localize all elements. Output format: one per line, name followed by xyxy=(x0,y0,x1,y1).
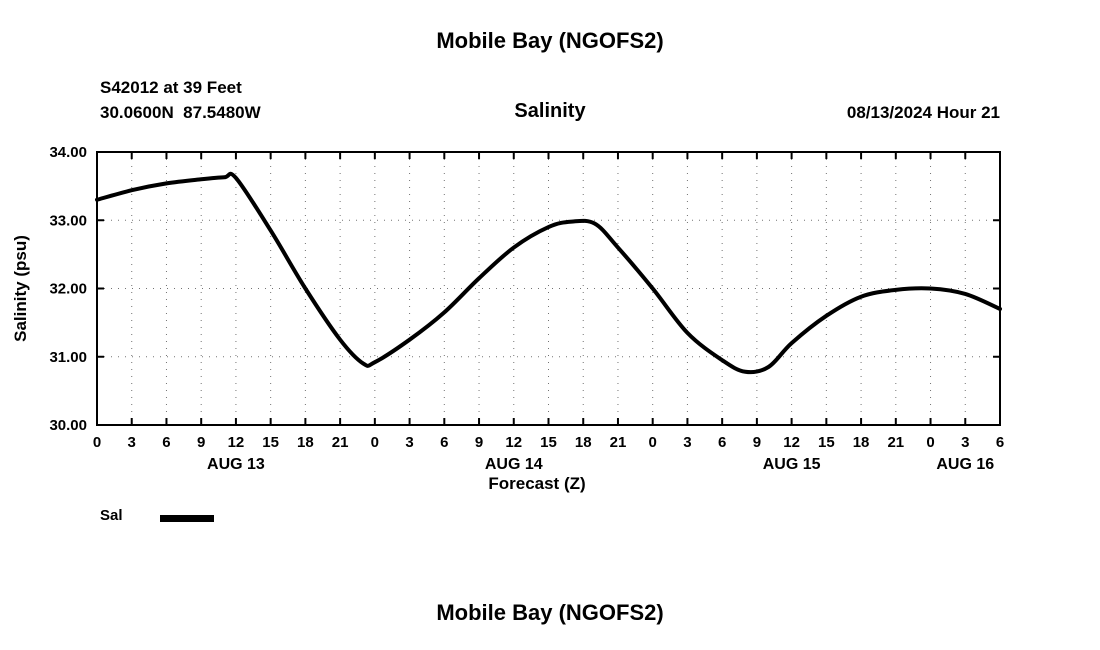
legend-label: Sal xyxy=(100,507,123,524)
svg-text:15: 15 xyxy=(818,434,835,451)
page-title: Mobile Bay (NGOFS2) xyxy=(436,28,664,53)
svg-text:0: 0 xyxy=(926,434,934,451)
forecast-datetime: 08/13/2024 Hour 21 xyxy=(846,103,1000,122)
svg-text:18: 18 xyxy=(853,434,870,451)
svg-text:21: 21 xyxy=(887,434,904,451)
svg-text:0: 0 xyxy=(649,434,657,451)
svg-text:Salinity (psu): Salinity (psu) xyxy=(11,235,30,342)
next-chart-title: Mobile Bay (NGOFS2) xyxy=(436,600,664,625)
svg-text:6: 6 xyxy=(718,434,726,451)
svg-text:18: 18 xyxy=(575,434,592,451)
svg-text:6: 6 xyxy=(162,434,170,451)
svg-text:12: 12 xyxy=(228,434,245,451)
svg-text:9: 9 xyxy=(197,434,205,451)
station-coordinates: 30.0600N 87.5480W xyxy=(100,103,261,122)
svg-text:3: 3 xyxy=(405,434,413,451)
svg-text:31.00: 31.00 xyxy=(49,349,87,366)
station-label: S42012 at 39 Feet xyxy=(100,78,242,97)
svg-text:30.00: 30.00 xyxy=(49,417,87,434)
svg-text:0: 0 xyxy=(371,434,379,451)
svg-text:32.00: 32.00 xyxy=(49,281,87,298)
svg-text:9: 9 xyxy=(475,434,483,451)
svg-text:AUG 16: AUG 16 xyxy=(936,456,994,473)
svg-text:15: 15 xyxy=(262,434,279,451)
x-axis-title: Forecast (Z) xyxy=(488,474,586,493)
chart-subtitle: Salinity xyxy=(514,100,586,122)
svg-text:12: 12 xyxy=(783,434,800,451)
svg-text:6: 6 xyxy=(996,434,1004,451)
svg-text:3: 3 xyxy=(961,434,969,451)
svg-text:3: 3 xyxy=(128,434,136,451)
svg-text:21: 21 xyxy=(332,434,349,451)
svg-text:0: 0 xyxy=(93,434,101,451)
svg-text:AUG 14: AUG 14 xyxy=(485,456,543,473)
svg-text:AUG 13: AUG 13 xyxy=(207,456,265,473)
svg-text:15: 15 xyxy=(540,434,557,451)
svg-text:3: 3 xyxy=(683,434,691,451)
legend-line-swatch xyxy=(160,515,214,522)
svg-text:AUG 15: AUG 15 xyxy=(763,456,821,473)
svg-text:12: 12 xyxy=(505,434,522,451)
svg-text:18: 18 xyxy=(297,434,314,451)
svg-text:21: 21 xyxy=(610,434,627,451)
svg-text:9: 9 xyxy=(753,434,761,451)
svg-text:33.00: 33.00 xyxy=(49,212,87,229)
svg-text:34.00: 34.00 xyxy=(49,144,87,161)
svg-text:6: 6 xyxy=(440,434,448,451)
